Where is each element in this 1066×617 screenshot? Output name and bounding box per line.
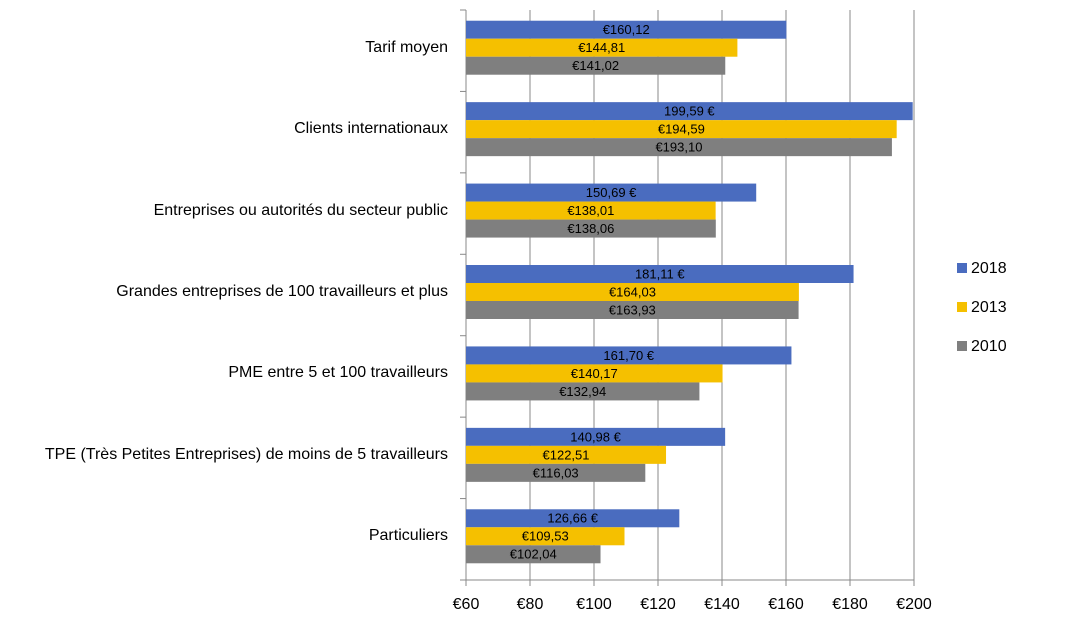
y-tick-label: TPE (Très Petites Entreprises) de moins …: [0, 425, 448, 485]
x-tick-label: €140: [704, 596, 740, 613]
value-label: €193,10: [655, 140, 702, 155]
bar: [466, 38, 738, 57]
x-tick-label: €200: [896, 596, 932, 613]
bar: [466, 445, 667, 464]
value-label: 181,11 €: [635, 266, 685, 281]
value-label: €141,02: [572, 58, 619, 73]
x-tick-label: €80: [517, 596, 544, 613]
legend-swatch: [957, 263, 967, 273]
value-label: €109,53: [522, 529, 569, 544]
x-tick-label: €120: [640, 596, 676, 613]
y-tick-label: Clients internationaux: [0, 99, 448, 159]
x-tick-label: €60: [453, 596, 480, 613]
value-label: €194,59: [658, 122, 705, 137]
value-label: €144,81: [578, 40, 625, 55]
category-label: Clients internationaux: [294, 120, 448, 138]
y-tick-label: Entreprises ou autorités du secteur publ…: [0, 181, 448, 241]
y-tick-label: Particuliers: [0, 506, 448, 566]
legend-swatch: [957, 302, 967, 312]
value-label: €102,04: [510, 547, 557, 562]
legend-label: 2013: [971, 299, 1007, 316]
value-label: 126,66 €: [547, 511, 598, 526]
x-tick-label: €160: [768, 596, 804, 613]
bar: [466, 301, 799, 319]
bar: [466, 463, 646, 482]
value-label: €116,03: [533, 465, 579, 480]
y-tick-label: Grandes entreprises de 100 travailleurs …: [0, 262, 448, 322]
bar: [466, 509, 680, 528]
bar: [466, 364, 723, 383]
bar: [466, 102, 913, 121]
value-label: €163,93: [609, 302, 656, 317]
category-label: Particuliers: [368, 527, 448, 545]
legend-label: 2018: [971, 260, 1007, 277]
bar: [466, 283, 799, 301]
category-label: PME entre 5 et 100 travailleurs: [228, 364, 448, 382]
value-label: €138,06: [567, 221, 614, 236]
x-tick-label: €100: [576, 596, 612, 613]
bar: [466, 219, 716, 238]
bar: [466, 382, 700, 401]
legend-swatch: [957, 341, 967, 351]
value-label: €140,17: [571, 366, 618, 381]
value-label: €160,12: [603, 22, 650, 37]
bar: [466, 201, 716, 220]
value-label: 150,69 €: [586, 185, 637, 200]
bar: [466, 527, 625, 546]
bar: [466, 346, 792, 365]
value-label: €164,03: [609, 284, 656, 299]
bar: [466, 56, 726, 75]
category-label: TPE (Très Petites Entreprises) de moins …: [44, 445, 448, 463]
bar: [466, 120, 897, 139]
value-label: 161,70 €: [603, 348, 654, 363]
bar: [466, 545, 601, 564]
x-tick-label: €180: [832, 596, 868, 613]
category-label: Tarif moyen: [365, 38, 448, 56]
bar: [466, 183, 757, 202]
bar: [466, 265, 854, 283]
legend-label: 2010: [971, 338, 1007, 355]
category-label: Grandes entreprises de 100 travailleurs …: [116, 283, 448, 300]
bar: [466, 138, 892, 157]
y-tick-label: Tarif moyen: [0, 18, 448, 78]
y-tick-label: PME entre 5 et 100 travailleurs: [0, 343, 448, 403]
value-label: 199,59 €: [664, 104, 715, 119]
value-label: 140,98 €: [570, 429, 621, 444]
value-label: €138,01: [567, 203, 614, 218]
value-label: €122,51: [543, 447, 590, 462]
bar: [466, 20, 787, 39]
category-label: Entreprises ou autorités du secteur publ…: [153, 201, 448, 219]
bar: [466, 427, 726, 446]
value-label: €132,94: [559, 384, 606, 399]
